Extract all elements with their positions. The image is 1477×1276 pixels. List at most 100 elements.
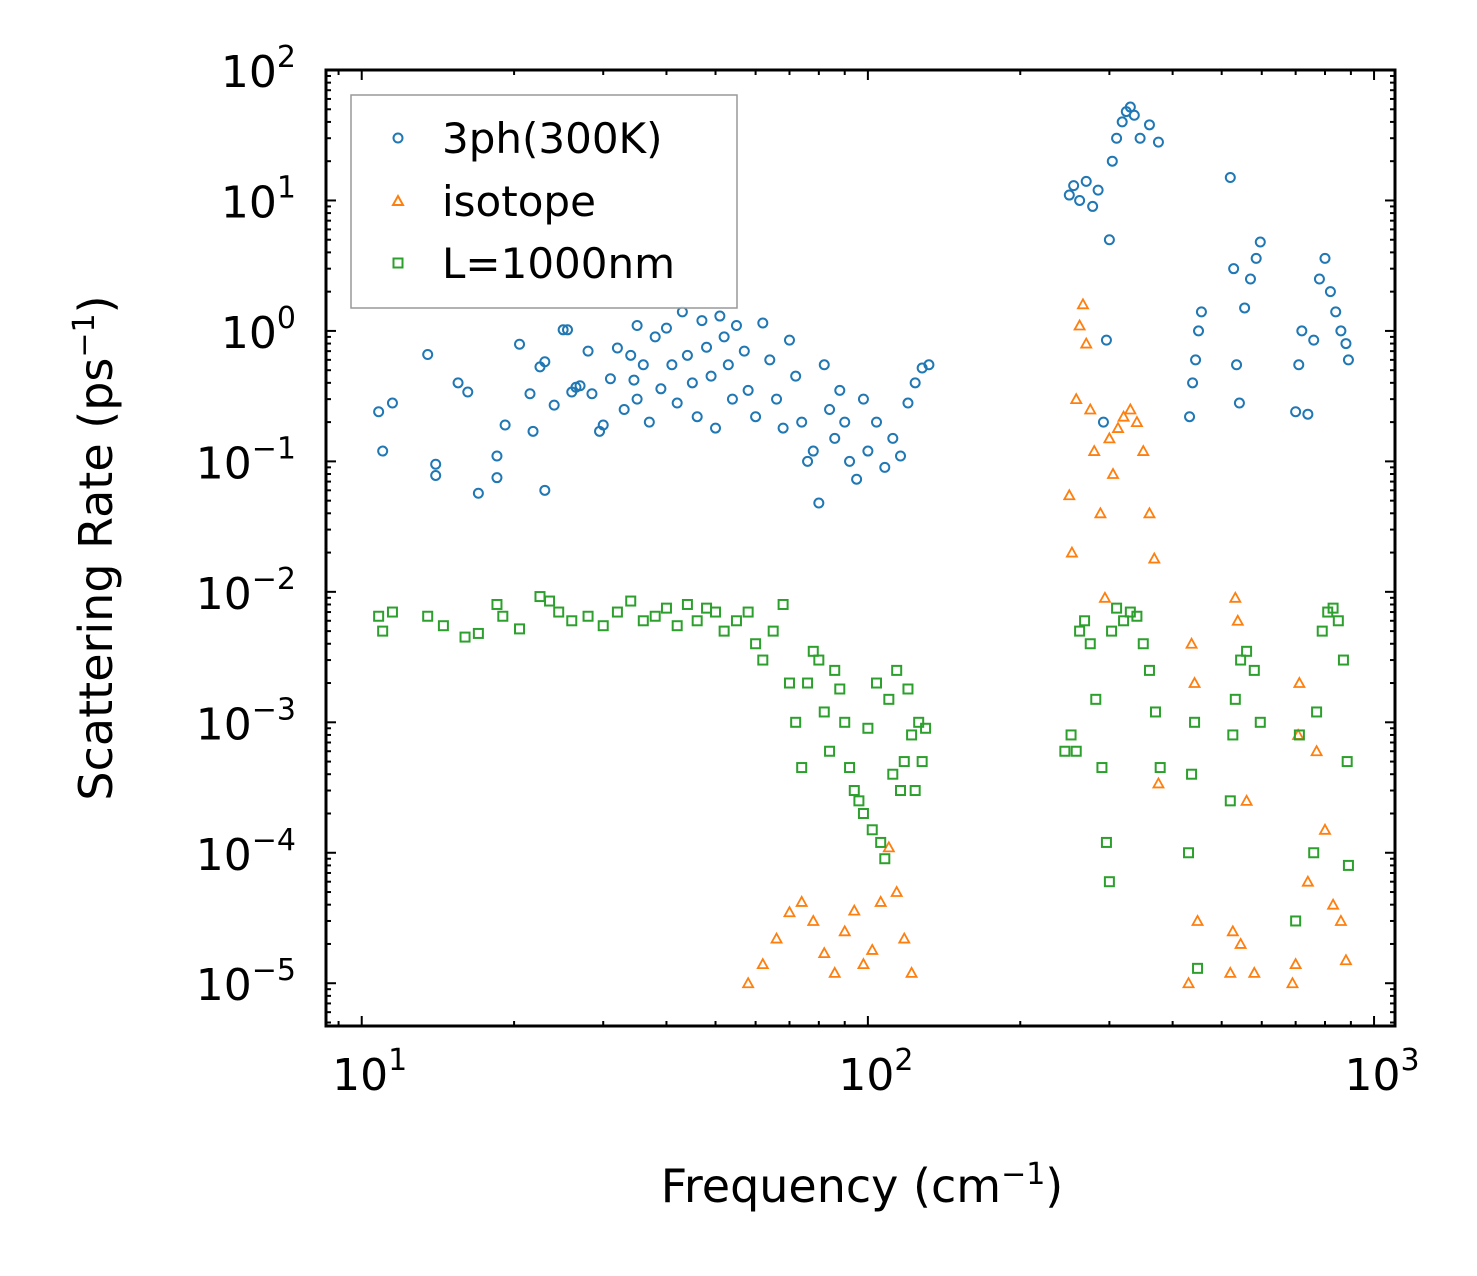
point-3ph-112 <box>1239 302 1251 314</box>
point-isotope-43 <box>1228 590 1242 603</box>
point-3ph-3 <box>422 348 434 360</box>
point-l1000nm-5 <box>459 631 471 643</box>
point-isotope-53 <box>1310 744 1324 757</box>
point-3ph-87 <box>1074 194 1086 206</box>
point-l1000nm-34 <box>790 716 802 728</box>
point-3ph-58 <box>757 317 769 329</box>
point-3ph-39 <box>660 322 672 334</box>
point-3ph-77 <box>871 416 883 428</box>
point-l1000nm-31 <box>767 625 779 637</box>
point-3ph-76 <box>862 445 874 457</box>
point-l1000nm-83 <box>1183 847 1195 859</box>
point-l1000nm-41 <box>829 664 841 676</box>
point-3ph-120 <box>1308 334 1320 346</box>
point-3ph-59 <box>764 354 776 366</box>
point-3ph-126 <box>1340 338 1352 350</box>
point-l1000nm-71 <box>1096 762 1108 774</box>
point-l1000nm-103 <box>1341 756 1353 768</box>
point-l1000nm-52 <box>879 853 891 865</box>
point-3ph-31 <box>625 349 637 361</box>
y-tick-label-3: 10−1 <box>196 431 296 489</box>
point-l1000nm-50 <box>871 677 883 689</box>
point-l1000nm-66 <box>1070 745 1082 757</box>
point-3ph-111 <box>1233 397 1245 409</box>
point-3ph-99 <box>1128 109 1140 121</box>
point-3ph-61 <box>777 422 789 434</box>
point-3ph-117 <box>1293 359 1305 371</box>
point-3ph-64 <box>796 416 808 428</box>
point-l1000nm-92 <box>1248 664 1260 676</box>
point-isotope-2 <box>770 931 784 944</box>
point-l1000nm-80 <box>1143 664 1155 676</box>
point-3ph-88 <box>1080 175 1092 187</box>
point-isotope-13 <box>882 840 896 853</box>
point-3ph-73 <box>844 455 856 467</box>
point-3ph-123 <box>1324 286 1336 298</box>
legend-label-3ph: 3ph(300K) <box>442 114 662 163</box>
point-l1000nm-86 <box>1192 962 1204 974</box>
point-3ph-52 <box>722 359 734 371</box>
point-isotope-48 <box>1285 976 1300 989</box>
point-3ph-69 <box>824 403 836 415</box>
point-l1000nm-59 <box>906 729 918 741</box>
point-isotope-19 <box>1069 392 1083 405</box>
point-isotope-4 <box>795 895 809 907</box>
point-l1000nm-79 <box>1137 638 1149 650</box>
point-l1000nm-19 <box>649 610 661 622</box>
point-isotope-28 <box>1106 467 1120 479</box>
y-tick-label-4: 10−2 <box>196 562 296 620</box>
legend-marker-square <box>392 257 404 269</box>
point-3ph-34 <box>631 393 643 405</box>
point-l1000nm-91 <box>1241 645 1253 657</box>
point-l1000nm-63 <box>920 722 932 734</box>
point-l1000nm-69 <box>1084 638 1096 650</box>
point-isotope-27 <box>1102 431 1116 444</box>
point-isotope-5 <box>806 914 820 926</box>
point-3ph-2 <box>386 397 398 409</box>
point-l1000nm-37 <box>807 645 819 657</box>
point-isotope-9 <box>847 903 861 916</box>
point-l1000nm-53 <box>883 693 895 705</box>
point-isotope-44 <box>1231 613 1245 626</box>
point-isotope-15 <box>897 931 911 944</box>
point-isotope-45 <box>1234 937 1248 949</box>
point-isotope-1 <box>756 957 770 970</box>
point-3ph-43 <box>681 349 693 361</box>
point-l1000nm-96 <box>1308 847 1320 859</box>
point-3ph-78 <box>879 461 891 473</box>
point-isotope-26 <box>1098 590 1112 603</box>
point-isotope-18 <box>1065 545 1079 558</box>
point-3ph-28 <box>604 373 616 385</box>
point-l1000nm-84 <box>1186 768 1198 780</box>
point-l1000nm-33 <box>783 677 795 689</box>
point-3ph-10 <box>491 472 503 484</box>
point-3ph-100 <box>1134 132 1146 144</box>
point-l1000nm-30 <box>757 654 769 666</box>
point-3ph-70 <box>829 432 841 444</box>
point-l1000nm-104 <box>1342 859 1354 871</box>
point-3ph-101 <box>1143 119 1155 131</box>
point-3ph-66 <box>807 445 819 457</box>
point-l1000nm-64 <box>1059 745 1071 757</box>
point-l1000nm-97 <box>1311 706 1323 718</box>
point-l1000nm-55 <box>891 664 903 676</box>
point-isotope-41 <box>1223 966 1237 978</box>
point-l1000nm-21 <box>671 620 683 632</box>
point-3ph-62 <box>783 334 795 346</box>
tick-labels: 101 102 103 102 101 100 10−1 10−2 10−3 10−4 10−5 <box>196 40 1420 1101</box>
point-l1000nm-36 <box>802 677 814 689</box>
point-l1000nm-25 <box>710 606 722 618</box>
point-l1000nm-17 <box>625 595 637 607</box>
point-l1000nm-101 <box>1332 615 1344 627</box>
point-3ph-56 <box>742 384 754 396</box>
point-l1000nm-7 <box>491 598 503 610</box>
point-l1000nm-14 <box>582 610 594 622</box>
y-tick-label-7: 10−5 <box>196 953 296 1011</box>
point-isotope-25 <box>1093 506 1107 519</box>
point-3ph-81 <box>902 397 914 409</box>
point-isotope-6 <box>817 946 831 959</box>
point-isotope-31 <box>1123 402 1137 415</box>
point-l1000nm-60 <box>909 785 921 797</box>
point-3ph-48 <box>705 370 717 382</box>
